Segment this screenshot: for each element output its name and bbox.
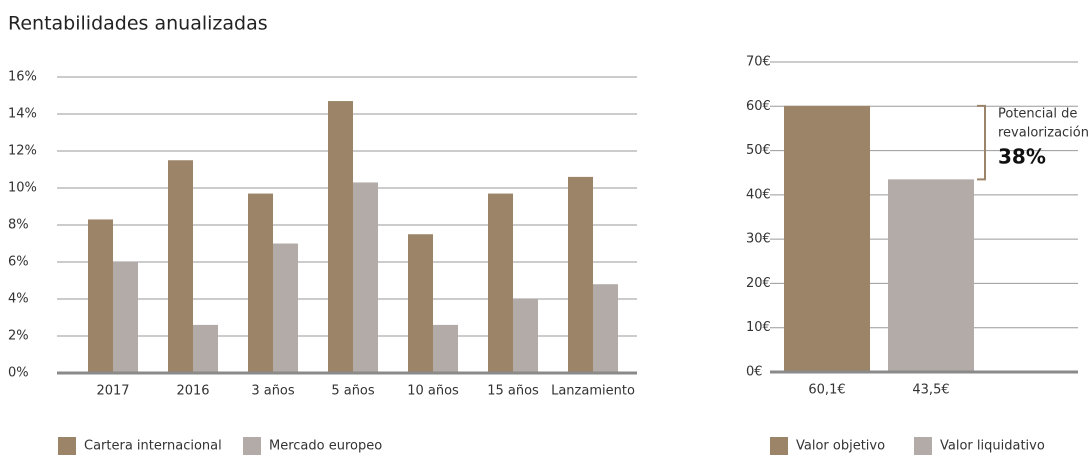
bar xyxy=(408,234,433,373)
legend-label: Cartera internacional xyxy=(84,439,222,454)
bar xyxy=(168,160,193,373)
y-tick-label: 16% xyxy=(8,70,37,85)
annotation-bracket xyxy=(977,104,986,181)
legend-swatch xyxy=(58,437,76,455)
y-tick-label: 8% xyxy=(8,218,29,233)
legend-swatch xyxy=(243,437,261,455)
legend-label: Mercado europeo xyxy=(269,439,382,454)
bar xyxy=(113,262,138,373)
legend-label: Valor objetivo xyxy=(796,439,885,454)
chart-title: Rentabilidades anualizadas xyxy=(8,13,268,35)
bar xyxy=(328,101,353,374)
x-tick-label: 10 años xyxy=(407,384,459,399)
bar xyxy=(888,179,974,372)
bar xyxy=(193,324,218,373)
y-tick-label: 14% xyxy=(8,107,37,122)
y-tick-label: 6% xyxy=(8,255,29,270)
bar xyxy=(353,182,378,373)
bar xyxy=(273,243,298,373)
y-tick-label: 2% xyxy=(8,329,29,344)
y-tick-label: 10% xyxy=(8,181,37,196)
y-tick-label: 10€ xyxy=(746,320,771,335)
y-tick-label: 60€ xyxy=(746,99,771,114)
legend-label: Valor liquidativo xyxy=(940,439,1045,454)
y-tick-label: 0% xyxy=(8,366,29,381)
bar xyxy=(593,284,618,373)
y-tick-label: 0€ xyxy=(746,365,763,380)
y-tick-label: 40€ xyxy=(746,187,771,202)
bar xyxy=(488,193,513,373)
bar xyxy=(88,219,113,373)
x-tick-label: 2017 xyxy=(96,384,129,399)
annotation-text: revalorización: xyxy=(998,126,1090,141)
value-label: 60,1€ xyxy=(808,383,845,398)
annotation-value: 38% xyxy=(998,145,1046,169)
bar xyxy=(513,299,538,373)
y-tick-label: 50€ xyxy=(746,143,771,158)
y-tick-label: 20€ xyxy=(746,276,771,291)
bar xyxy=(568,176,593,373)
x-tick-label: 3 años xyxy=(251,384,295,399)
bar xyxy=(248,193,273,373)
x-tick-label: Lanzamiento xyxy=(551,384,635,399)
x-tick-label: 2016 xyxy=(176,384,209,399)
x-tick-label: 15 años xyxy=(487,384,539,399)
y-tick-label: 70€ xyxy=(746,55,771,70)
legend-swatch xyxy=(770,437,788,455)
y-tick-label: 12% xyxy=(8,144,37,159)
annotation-text: Potencial de xyxy=(998,107,1077,122)
bar xyxy=(784,105,870,372)
y-tick-label: 4% xyxy=(8,292,29,307)
bar xyxy=(433,324,458,373)
x-tick-label: 5 años xyxy=(331,384,375,399)
value-label: 43,5€ xyxy=(912,383,949,398)
legend-swatch xyxy=(914,437,932,455)
y-tick-label: 30€ xyxy=(746,232,771,247)
